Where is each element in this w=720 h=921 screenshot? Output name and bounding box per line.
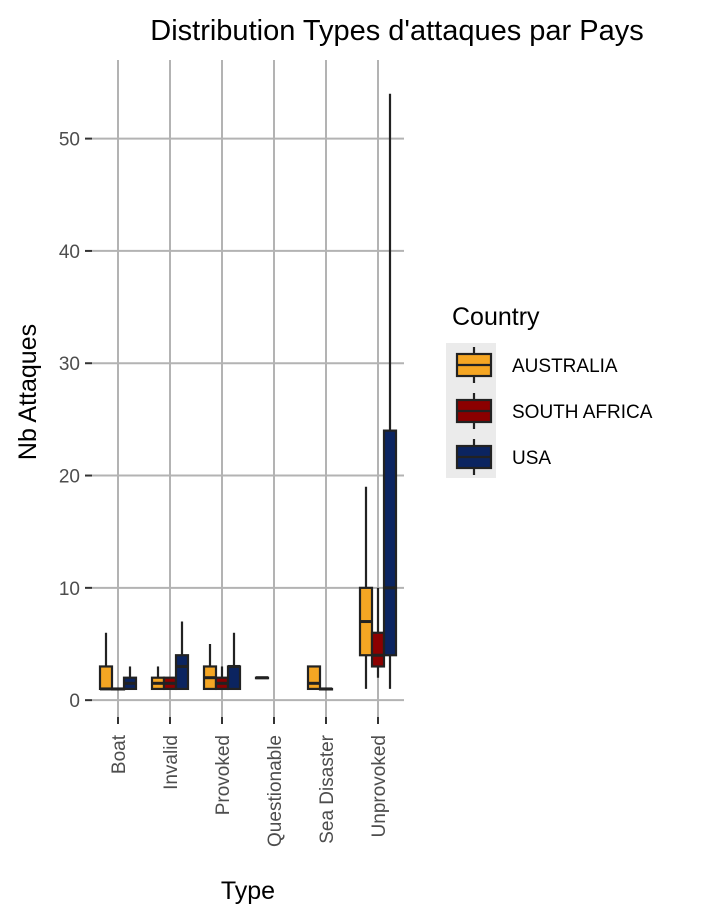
x-tick-label: Unprovoked [369, 735, 390, 837]
y-tick-label: 40 [59, 242, 80, 263]
y-tick-label: 30 [59, 354, 80, 375]
box-series [98, 93, 398, 691]
legend-label: AUSTRALIA [512, 356, 618, 377]
box [306, 665, 322, 691]
box [370, 631, 386, 668]
y-tick-label: 20 [59, 467, 80, 488]
x-tick-label: Questionable [265, 735, 286, 847]
y-tick-label: 10 [59, 579, 80, 600]
chart-title: Distribution Types d'attaques par Pays [150, 15, 643, 47]
y-axis: 0 10 20 30 40 50 [59, 130, 92, 712]
y-tick-label: 50 [59, 130, 80, 151]
x-tick-label: Boat [109, 734, 130, 774]
y-tick-label: 0 [69, 691, 80, 712]
grid-lines [92, 60, 404, 717]
box [226, 665, 242, 691]
x-tick-label: Sea Disaster [317, 734, 338, 843]
series-group [122, 93, 398, 691]
box [174, 654, 190, 691]
y-axis-title: Nb Attaques [14, 324, 42, 460]
series-group [110, 587, 386, 691]
x-axis-title: Type [221, 877, 275, 905]
series-group [98, 486, 374, 691]
x-axis: Boat Invalid Provoked Questionable Sea Disas… [109, 717, 390, 847]
legend-label: USA [512, 448, 551, 469]
x-tick-label: Invalid [161, 735, 182, 790]
x-tick-label: Provoked [213, 735, 234, 815]
box [98, 665, 114, 691]
legend: Country AUSTRALIA SOUTH AFRICA USA [446, 303, 653, 478]
legend-label: SOUTH AFRICA [512, 402, 653, 423]
legend-title: Country [452, 303, 540, 331]
box [382, 429, 398, 657]
